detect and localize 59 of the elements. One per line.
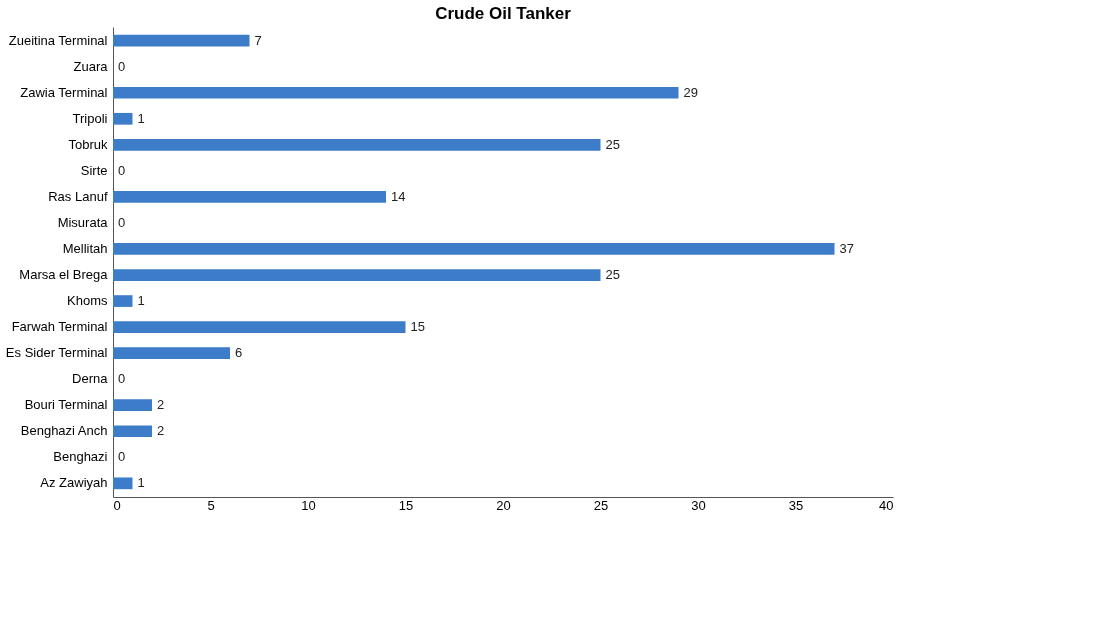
data-label: 0	[118, 58, 126, 74]
chart-title: Crude Oil Tanker	[435, 4, 572, 23]
bar	[113, 399, 152, 412]
data-label: 15	[410, 319, 425, 335]
data-label: 2	[157, 423, 165, 439]
x-tick-label: 35	[788, 497, 804, 513]
y-tick-label: Marsa el Brega	[19, 267, 109, 283]
bar	[113, 191, 386, 203]
data-label: 14	[391, 188, 406, 204]
y-tick-label: Es Sider Terminal	[5, 345, 108, 361]
x-tick-label: 20	[496, 497, 511, 513]
data-label: 2	[157, 397, 165, 413]
data-label: 0	[118, 449, 126, 465]
bar	[113, 269, 601, 281]
bar	[113, 138, 601, 151]
x-tick-label: 40	[879, 497, 894, 513]
y-tick-label: Zueitina Terminal	[8, 32, 108, 48]
data-label: 7	[254, 32, 262, 48]
x-tick-label: 15	[398, 497, 414, 513]
x-tick-label: 10	[301, 497, 316, 513]
y-tick-label: Farwah Terminal	[11, 319, 108, 335]
data-label: 1	[137, 475, 145, 491]
bar	[113, 86, 679, 99]
data-label: 25	[605, 136, 620, 152]
x-tick-label: 0	[113, 497, 121, 513]
y-tick-label: Zuara	[73, 58, 109, 74]
bar	[113, 34, 250, 47]
data-label: 0	[118, 214, 126, 230]
data-label: 29	[683, 84, 698, 100]
y-tick-label: Derna	[72, 371, 109, 387]
bar	[113, 425, 152, 438]
data-label: 1	[137, 110, 145, 126]
bar	[113, 243, 835, 255]
y-tick-label: Tripoli	[72, 110, 108, 126]
y-tick-label: Tobruk	[68, 136, 108, 152]
bar	[113, 477, 133, 490]
x-tick-label: 30	[691, 497, 706, 513]
y-tick-label: Zawia Terminal	[20, 84, 108, 100]
y-tick-label: Benghazi Anch	[20, 423, 108, 439]
bar	[113, 321, 406, 333]
y-tick-label: Ras Lanuf	[48, 188, 108, 204]
y-tick-label: Benghazi	[53, 449, 108, 465]
bar	[113, 347, 230, 359]
y-tick-label: Az Zawiyah	[40, 475, 108, 491]
y-tick-label: Mellitah	[62, 240, 108, 256]
data-label: 0	[118, 162, 126, 178]
y-tick-label: Khoms	[67, 293, 108, 309]
y-tick-label: Misurata	[57, 214, 109, 230]
bar	[113, 112, 133, 125]
x-tick-label: 25	[593, 497, 609, 513]
data-label: 1	[137, 293, 145, 309]
x-tick-label: 5	[207, 497, 215, 513]
y-tick-label: Bouri Terminal	[24, 397, 108, 413]
data-label: 6	[235, 345, 243, 361]
data-label: 37	[839, 240, 854, 256]
bar	[113, 295, 133, 307]
y-tick-label: Sirte	[80, 162, 108, 178]
data-label: 0	[118, 371, 126, 387]
data-label: 25	[605, 267, 620, 283]
